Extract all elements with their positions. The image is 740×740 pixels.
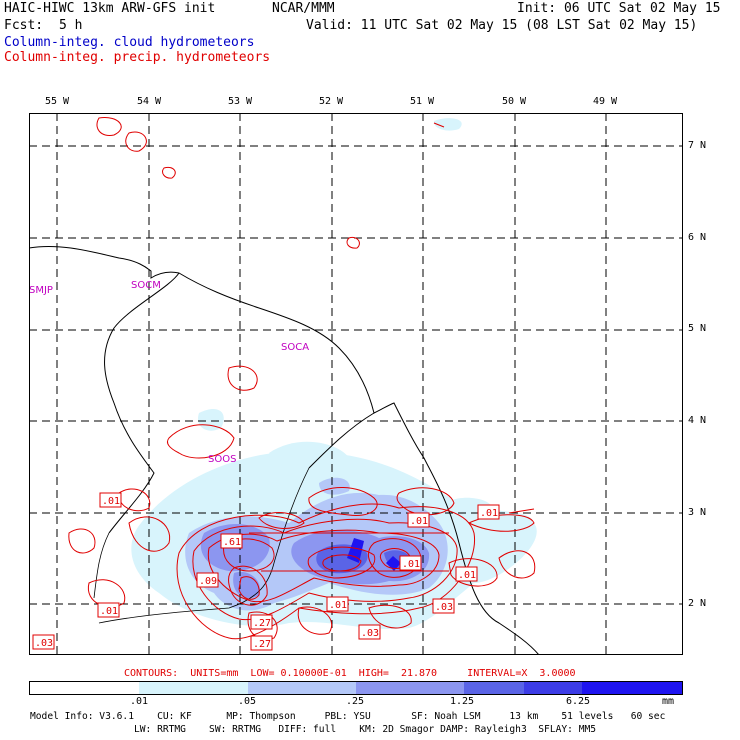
- lon-label: 55 W: [45, 96, 70, 107]
- colorbar-bin: [356, 682, 464, 694]
- lat-label: 2 N: [688, 598, 707, 609]
- colorbar-bin: [524, 682, 582, 694]
- colorbar-tick: 6.25: [566, 696, 591, 707]
- lon-label: 52 W: [319, 96, 344, 107]
- init-time: Init: 06 UTC Sat 02 May 15: [517, 1, 721, 16]
- lon-label: 51 W: [410, 96, 435, 107]
- colorbar-tick: .25: [346, 696, 365, 707]
- contour-label: .09: [199, 576, 217, 587]
- model-title: HAIC-HIWC 13km ARW-GFS init: [4, 1, 216, 16]
- valid-time: Valid: 11 UTC Sat 02 May 15 (08 LST Sat …: [306, 18, 698, 33]
- lat-label: 5 N: [688, 323, 707, 334]
- colorbar-bin: [30, 682, 139, 694]
- colorbar-bin: [582, 682, 682, 694]
- colorbar-tick: .05: [238, 696, 257, 707]
- contour-label-boxes: [32, 492, 500, 651]
- contour-label: .03: [35, 638, 53, 649]
- lat-label: 4 N: [688, 415, 707, 426]
- fcst-label: Fcst:: [4, 18, 44, 33]
- contours-info: CONTOURS: UNITS=mm LOW= 0.10000E-01 HIGH…: [124, 668, 576, 679]
- coastline: [29, 245, 540, 655]
- model-info-line1: Model Info: V3.6.1 CU: KF MP: Thompson P…: [30, 711, 666, 722]
- colorbar-tick: 1.25: [450, 696, 475, 707]
- lat-label: 3 N: [688, 507, 707, 518]
- contour-label: .01: [102, 496, 120, 507]
- border-lines: [93, 467, 310, 624]
- station-label: SOOS: [208, 454, 236, 465]
- model-info-line2: LW: RRTMG SW: RRTMG DIFF: full KM: 2D Sm…: [30, 724, 597, 735]
- colorbar-bin: [464, 682, 524, 694]
- station-label: SOCM: [131, 280, 161, 291]
- lat-label: 6 N: [688, 232, 707, 243]
- station-label: SOCA: [281, 342, 309, 353]
- contour-label: .27: [253, 639, 271, 650]
- contour-label: .01: [480, 508, 498, 519]
- colorbar-unit: mm: [662, 696, 675, 707]
- cloud-shading: [131, 118, 537, 630]
- lon-label: 54 W: [137, 96, 162, 107]
- contour-label-text: .01 .01 .01 .01 .61 .09 .01 .01 .27 .27 …: [35, 496, 498, 650]
- contour-label: .01: [100, 606, 118, 617]
- station-labels: SMJP SOCM SOCA SOOS: [29, 280, 309, 465]
- precip-contours: [68, 117, 536, 640]
- contour-label: .27: [253, 618, 271, 629]
- contour-label: .01: [402, 559, 420, 570]
- colorbar-tick: .01: [130, 696, 149, 707]
- lon-label: 49 W: [593, 96, 618, 107]
- contour-label: .03: [361, 628, 379, 639]
- map-panel: .01 .01 .01 .01 .61 .09 .01 .01 .27 .27 …: [29, 113, 683, 655]
- legend-precip: Column-integ. precip. hydrometeors: [4, 50, 271, 65]
- station-label: SMJP: [29, 285, 53, 296]
- lat-label: 7 N: [688, 140, 707, 151]
- lon-label: 50 W: [502, 96, 527, 107]
- org-label: NCAR/MMM: [272, 1, 335, 16]
- map-frame: [29, 113, 683, 655]
- contour-label: .03: [435, 602, 453, 613]
- contour-label: .01: [410, 516, 428, 527]
- contour-label: .61: [223, 537, 241, 548]
- lon-label: 53 W: [228, 96, 253, 107]
- contour-label: .01: [458, 570, 476, 581]
- colorbar: [29, 681, 683, 695]
- legend-cloud: Column-integ. cloud hydrometeors: [4, 35, 255, 50]
- colorbar-bin: [139, 682, 248, 694]
- fcst-value: 5 h: [59, 18, 83, 33]
- colorbar-bin: [248, 682, 356, 694]
- contour-label: .01: [329, 600, 347, 611]
